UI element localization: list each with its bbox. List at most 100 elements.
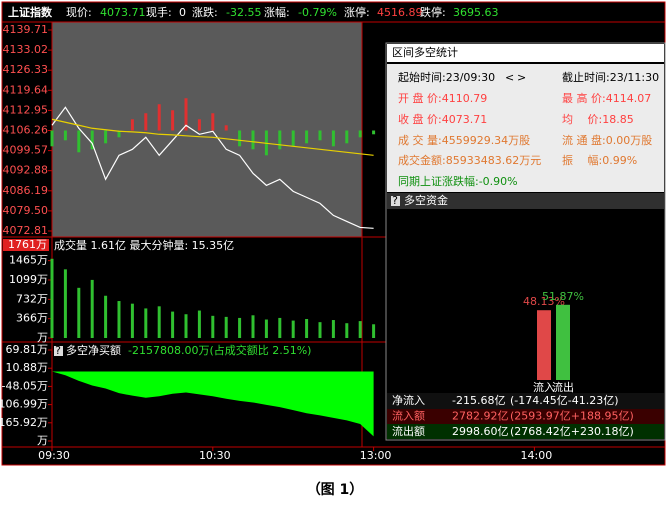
value-label: 48.13% bbox=[523, 295, 565, 308]
y-tick-label: 1465万 bbox=[9, 254, 48, 267]
popup-titlebar bbox=[387, 44, 664, 62]
funds-bar bbox=[556, 304, 570, 380]
time-axis: 09:30 10:30 13:00 14:00 bbox=[38, 449, 552, 462]
table-cell: (-174.45亿-41.23亿) bbox=[510, 394, 619, 407]
strength-bar bbox=[358, 130, 362, 138]
volume-bar bbox=[211, 315, 215, 338]
y-tick-label: 165.92万 bbox=[0, 416, 48, 429]
info-table bbox=[387, 64, 664, 192]
volume-bar bbox=[238, 317, 242, 338]
icon-text: ? bbox=[55, 344, 61, 357]
next-button[interactable]: > bbox=[517, 71, 526, 84]
volume-bar bbox=[291, 320, 295, 338]
strength-bar bbox=[63, 130, 67, 141]
volume-bar bbox=[358, 321, 362, 338]
table-cell: 流入额 bbox=[392, 409, 425, 423]
volume-bar bbox=[50, 258, 54, 338]
y-tick-label: 4079.50 bbox=[3, 204, 49, 217]
volume-bar bbox=[130, 303, 134, 338]
row-bg bbox=[387, 409, 664, 424]
table-cell: 流出额 bbox=[392, 424, 425, 438]
strength-bar bbox=[211, 113, 215, 131]
label: 涨跌: bbox=[192, 5, 218, 19]
info: 成交金额:85933483.62万元 bbox=[398, 153, 541, 167]
x-tick-label: 14:00 bbox=[521, 449, 553, 462]
y-tick-label: 1099万 bbox=[9, 273, 48, 286]
volume-bar bbox=[104, 295, 108, 338]
value: 3695.63 bbox=[453, 6, 499, 19]
table-cell: 2782.92亿 bbox=[452, 410, 509, 423]
strength-bar bbox=[171, 110, 175, 131]
value: -32.55 bbox=[226, 6, 261, 19]
y-tick-label: 732万 bbox=[16, 292, 48, 305]
y-tick-label: 4133.02 bbox=[3, 43, 49, 56]
volume-bar bbox=[372, 324, 376, 338]
volume-bar bbox=[278, 317, 282, 338]
y-tick-label: 4106.26 bbox=[3, 124, 49, 137]
funds-bar bbox=[537, 310, 551, 380]
label-bg bbox=[3, 239, 49, 251]
info: 成 交 量:4559929.34万股 bbox=[398, 133, 530, 147]
funds-table: 净流入 -215.68亿 (-174.45亿-41.23亿) 流入额 2782.92亿(… bbox=[392, 393, 634, 438]
volume-bar bbox=[63, 269, 67, 338]
icon bbox=[54, 346, 63, 356]
volume-bar bbox=[264, 319, 268, 338]
y-tick-label: 4112.95 bbox=[3, 103, 49, 116]
strength-bar bbox=[291, 130, 295, 147]
label: 现手: bbox=[146, 5, 172, 19]
strength-bar bbox=[90, 130, 94, 150]
volume-bar bbox=[117, 301, 121, 338]
popup-title: 区间多空统计 bbox=[392, 45, 458, 59]
strength-bar bbox=[345, 130, 349, 144]
strength-bar bbox=[77, 130, 81, 153]
icon bbox=[391, 196, 400, 206]
header: 上证指数 现价: 4073.71 现手: 0 涨跌: -32.55 涨幅: -0… bbox=[8, 5, 499, 19]
strength-bar bbox=[305, 130, 309, 144]
volume-bar bbox=[318, 322, 322, 338]
strength-bar bbox=[130, 119, 134, 131]
caption: （图 1） bbox=[307, 482, 364, 498]
table-cell: (2593.97亿+188.95亿) bbox=[510, 410, 634, 423]
volume-bar bbox=[251, 315, 255, 338]
charts: 4139.71 4133.02 4126.33 4119.64 4112.95 4106.… bbox=[0, 23, 535, 451]
value: 4073.71 bbox=[100, 6, 146, 19]
category-label: 流出 bbox=[552, 380, 574, 394]
price-line bbox=[51, 106, 374, 229]
y-tick-label: 4092.88 bbox=[3, 164, 49, 177]
strength-bar bbox=[104, 130, 108, 144]
y-tick-label: 69.81万 bbox=[6, 343, 49, 356]
info: 最 高 价:4114.07 bbox=[562, 91, 651, 105]
label: 现价: bbox=[66, 6, 92, 19]
strength-bar bbox=[197, 119, 201, 131]
table-cell: 2998.60亿 bbox=[452, 425, 509, 438]
strength-bar bbox=[157, 104, 161, 131]
volume-bar bbox=[90, 279, 94, 338]
strength-bar bbox=[251, 130, 255, 150]
row-bg bbox=[387, 424, 664, 439]
funds-header bbox=[387, 193, 664, 209]
y-tick-label: 4072.81 bbox=[3, 224, 49, 237]
info: 开 盘 价:4110.79 bbox=[398, 91, 487, 105]
volume-bar bbox=[157, 306, 161, 338]
y-tick-label: 4086.19 bbox=[3, 184, 49, 197]
netbuy-title: 多空净买额 bbox=[66, 343, 121, 357]
strength-bar bbox=[318, 130, 322, 141]
x-tick-label: 10:30 bbox=[199, 449, 231, 462]
start-time: 起始时间:23/09:30 bbox=[398, 70, 495, 84]
netbuy-subtitle: -2157808.00万(占成交额比 2.51%) bbox=[128, 343, 311, 357]
volume-bar bbox=[184, 314, 188, 338]
strength-bar bbox=[50, 130, 54, 147]
prev-button[interactable]: < bbox=[505, 71, 514, 84]
y-tick-label: -48.05万 bbox=[2, 379, 48, 392]
table-cell: (2768.42亿+230.18亿) bbox=[510, 425, 634, 438]
value: 0 bbox=[179, 6, 186, 19]
x-tick-label: 13:00 bbox=[360, 449, 392, 462]
info: 同期上证涨跌幅:-0.90% bbox=[398, 174, 518, 188]
x-tick-label: 09:30 bbox=[38, 449, 70, 462]
row-bg bbox=[387, 393, 664, 409]
volume-bar bbox=[197, 310, 201, 338]
label: 跌停: bbox=[420, 5, 446, 19]
y-tick-label: 4139.71 bbox=[3, 23, 49, 36]
strength-bar bbox=[224, 125, 228, 131]
y-tick-label: 万 bbox=[37, 331, 48, 344]
